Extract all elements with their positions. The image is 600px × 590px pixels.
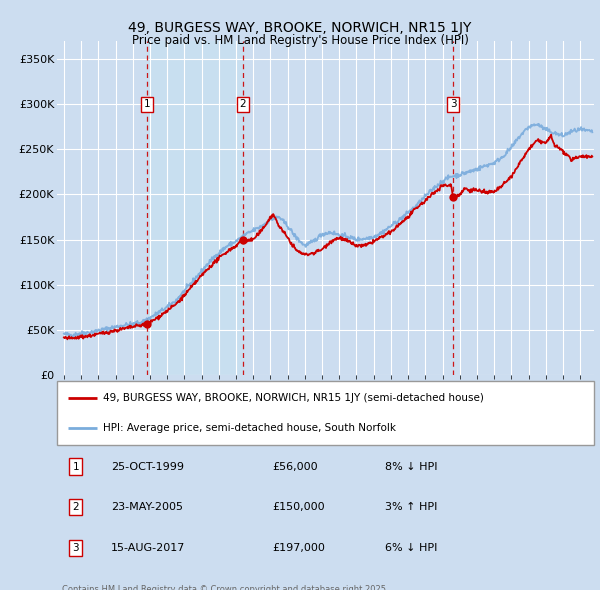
Text: 3: 3 <box>73 543 79 553</box>
Text: £56,000: £56,000 <box>272 461 317 471</box>
Text: 3% ↑ HPI: 3% ↑ HPI <box>385 502 437 512</box>
Text: 15-AUG-2017: 15-AUG-2017 <box>111 543 185 553</box>
Text: HPI: Average price, semi-detached house, South Norfolk: HPI: Average price, semi-detached house,… <box>103 423 395 433</box>
Text: £150,000: £150,000 <box>272 502 325 512</box>
Text: 1: 1 <box>143 99 150 109</box>
Text: Contains HM Land Registry data © Crown copyright and database right 2025.
This d: Contains HM Land Registry data © Crown c… <box>62 585 389 590</box>
Text: 23-MAY-2005: 23-MAY-2005 <box>111 502 182 512</box>
Text: 8% ↓ HPI: 8% ↓ HPI <box>385 461 437 471</box>
Text: 25-OCT-1999: 25-OCT-1999 <box>111 461 184 471</box>
Bar <box>243 41 453 375</box>
FancyBboxPatch shape <box>57 381 594 445</box>
Text: Price paid vs. HM Land Registry's House Price Index (HPI): Price paid vs. HM Land Registry's House … <box>131 34 469 47</box>
Text: 2: 2 <box>239 99 246 109</box>
Text: 49, BURGESS WAY, BROOKE, NORWICH, NR15 1JY (semi-detached house): 49, BURGESS WAY, BROOKE, NORWICH, NR15 1… <box>103 393 484 403</box>
Text: £197,000: £197,000 <box>272 543 325 553</box>
Text: 49, BURGESS WAY, BROOKE, NORWICH, NR15 1JY: 49, BURGESS WAY, BROOKE, NORWICH, NR15 1… <box>128 21 472 35</box>
Text: 1: 1 <box>73 461 79 471</box>
Bar <box>147 41 243 375</box>
Text: 6% ↓ HPI: 6% ↓ HPI <box>385 543 437 553</box>
Text: 2: 2 <box>73 502 79 512</box>
Text: 3: 3 <box>450 99 457 109</box>
